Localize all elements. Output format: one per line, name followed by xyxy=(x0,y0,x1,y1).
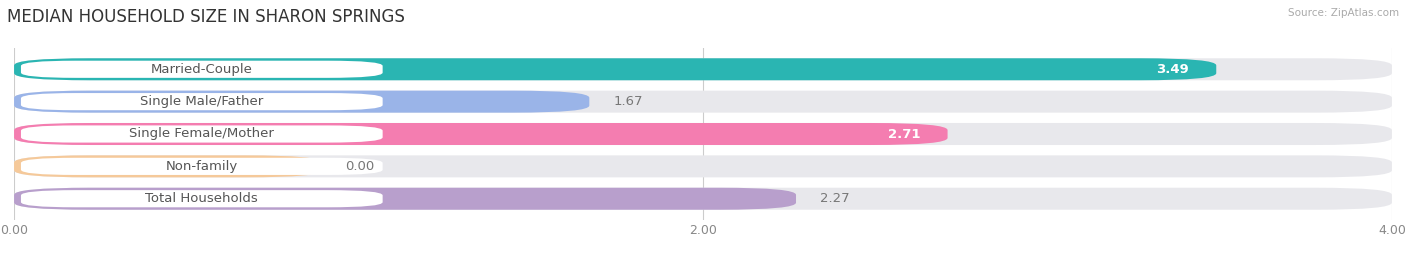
Text: 0.00: 0.00 xyxy=(346,160,375,173)
FancyBboxPatch shape xyxy=(14,91,1392,113)
FancyBboxPatch shape xyxy=(14,58,1216,80)
FancyBboxPatch shape xyxy=(14,58,1392,80)
FancyBboxPatch shape xyxy=(14,123,1392,145)
Text: Single Male/Father: Single Male/Father xyxy=(141,95,263,108)
FancyBboxPatch shape xyxy=(14,91,589,113)
FancyBboxPatch shape xyxy=(21,93,382,110)
FancyBboxPatch shape xyxy=(14,188,1392,210)
Text: Non-family: Non-family xyxy=(166,160,238,173)
FancyBboxPatch shape xyxy=(21,158,382,175)
FancyBboxPatch shape xyxy=(14,155,1392,177)
FancyBboxPatch shape xyxy=(14,188,796,210)
Text: Married-Couple: Married-Couple xyxy=(150,63,253,76)
FancyBboxPatch shape xyxy=(14,155,322,177)
Text: MEDIAN HOUSEHOLD SIZE IN SHARON SPRINGS: MEDIAN HOUSEHOLD SIZE IN SHARON SPRINGS xyxy=(7,8,405,26)
FancyBboxPatch shape xyxy=(21,61,382,78)
Text: 2.71: 2.71 xyxy=(887,128,920,140)
Text: 1.67: 1.67 xyxy=(613,95,643,108)
Text: 3.49: 3.49 xyxy=(1156,63,1188,76)
FancyBboxPatch shape xyxy=(21,190,382,207)
FancyBboxPatch shape xyxy=(14,123,948,145)
FancyBboxPatch shape xyxy=(21,125,382,143)
Text: Total Households: Total Households xyxy=(145,192,259,205)
Text: Single Female/Mother: Single Female/Mother xyxy=(129,128,274,140)
Text: Source: ZipAtlas.com: Source: ZipAtlas.com xyxy=(1288,8,1399,18)
Text: 2.27: 2.27 xyxy=(820,192,849,205)
